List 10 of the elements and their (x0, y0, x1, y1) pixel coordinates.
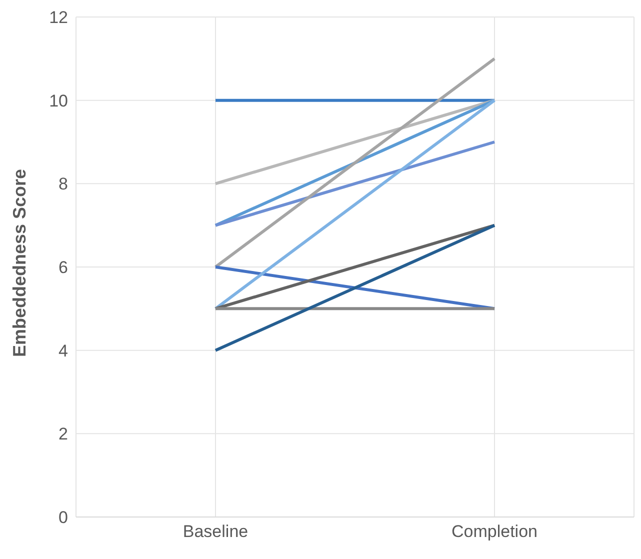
y-tick-label: 10 (49, 91, 68, 110)
y-tick-label: 12 (49, 8, 68, 28)
y-axis-title: Embeddedness Score (9, 168, 30, 357)
y-tick-label: 0 (58, 508, 68, 528)
y-tick-label: 8 (58, 174, 68, 194)
y-tick-label: 6 (58, 258, 68, 278)
y-tick-label: 2 (58, 424, 68, 444)
x-tick-label: Baseline (182, 522, 248, 542)
x-tick-label: Completion (452, 522, 538, 542)
y-tick-label: 4 (58, 341, 68, 360)
